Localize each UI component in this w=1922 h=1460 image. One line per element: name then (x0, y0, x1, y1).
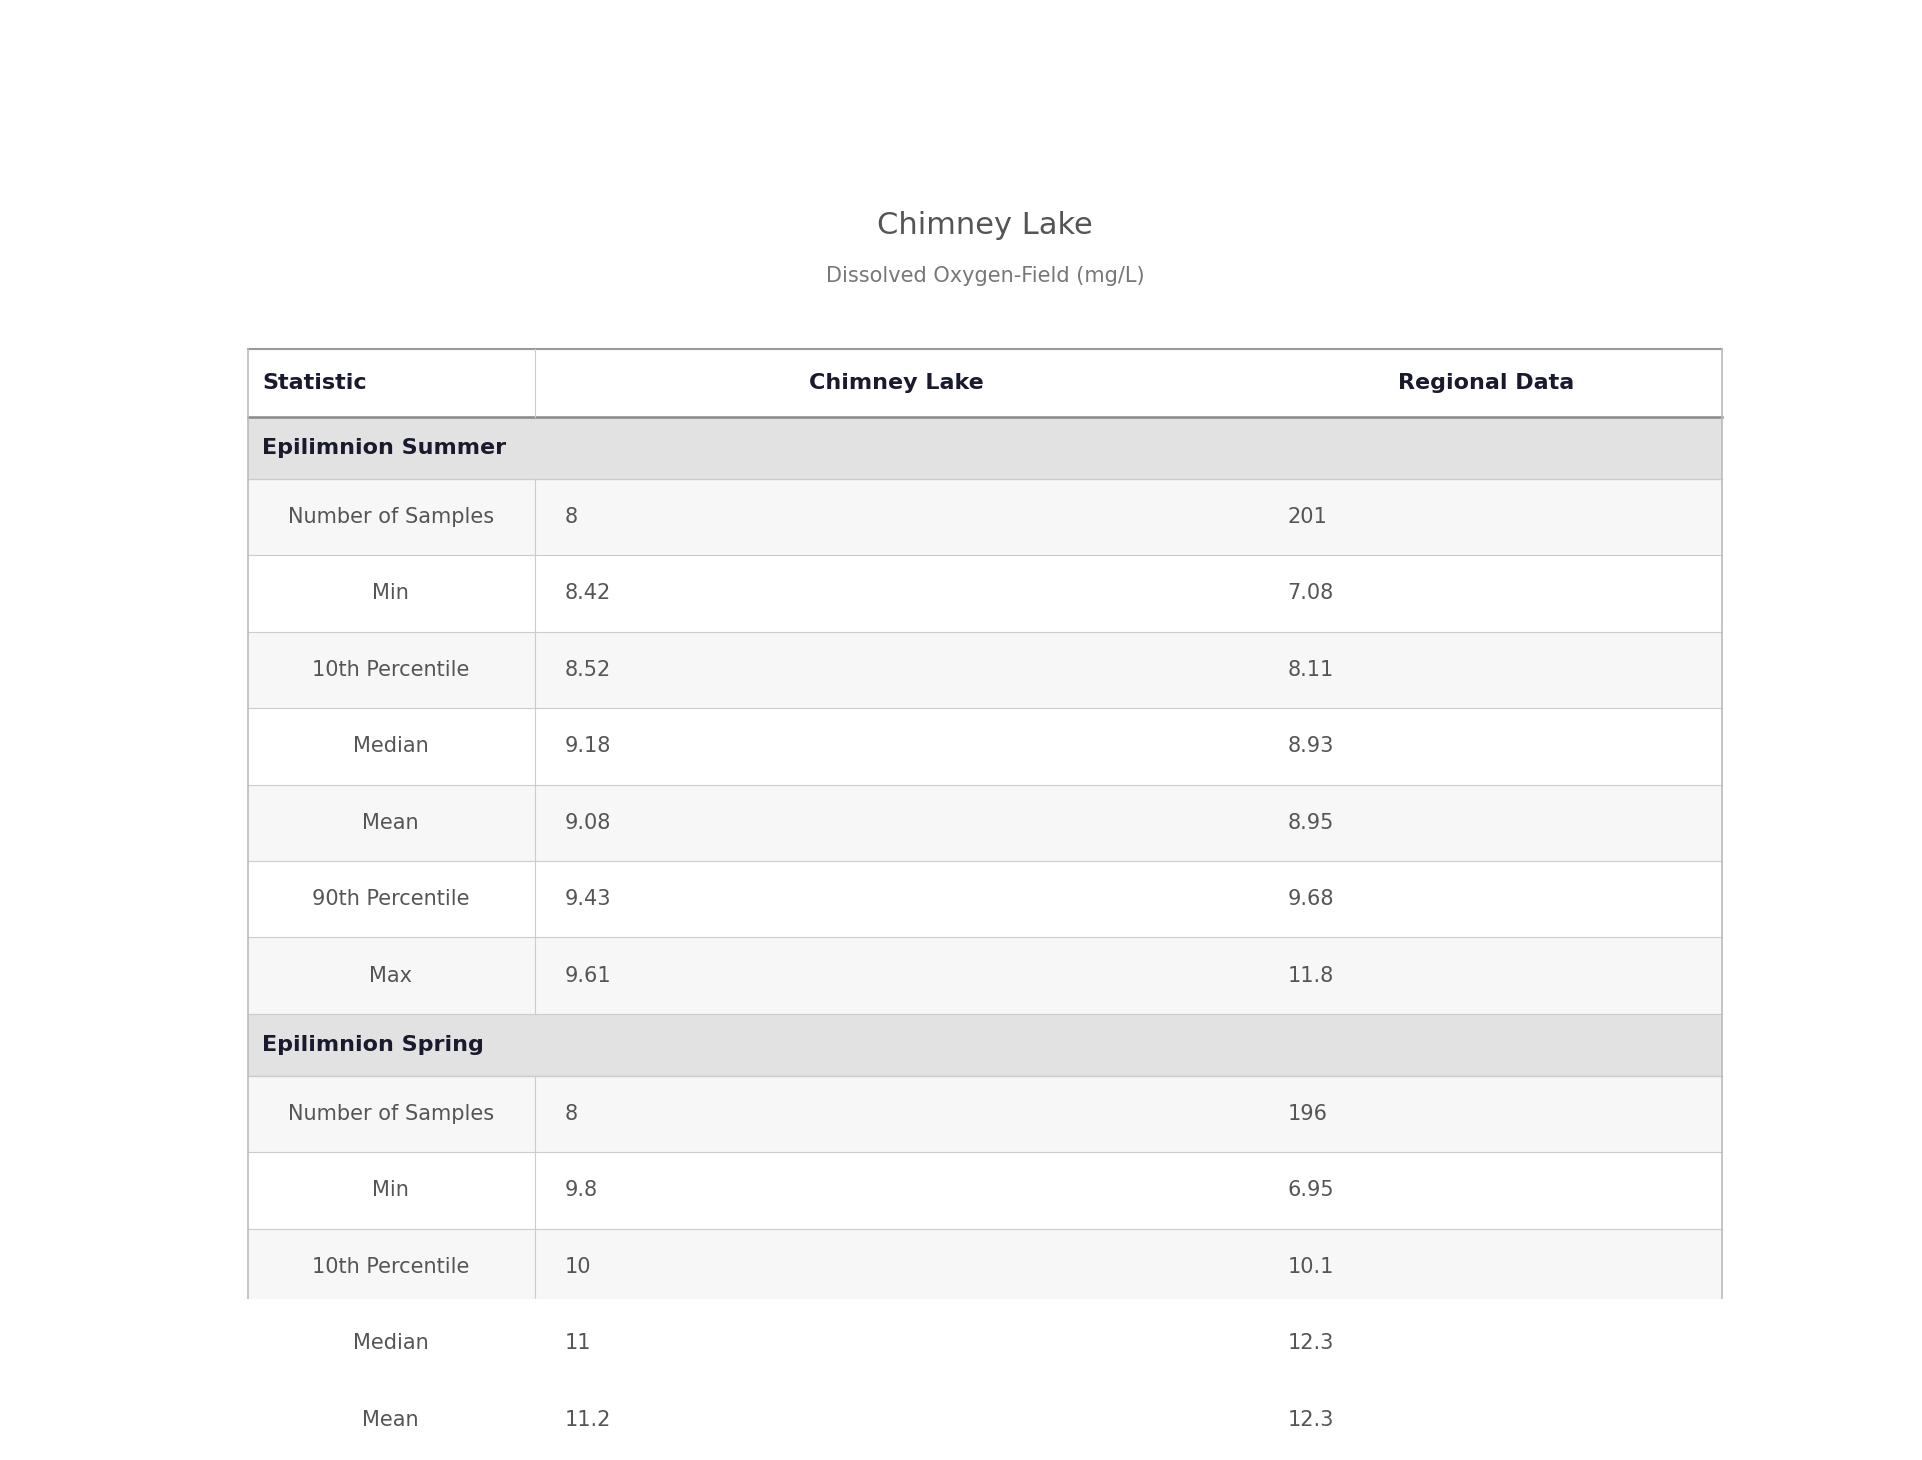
Bar (248, 1076, 1722, 1152)
Text: Chimney Lake: Chimney Lake (876, 212, 1094, 241)
Text: 9.43: 9.43 (565, 889, 611, 910)
Bar (248, 418, 1722, 479)
Bar (248, 937, 1722, 1013)
Text: 12.3: 12.3 (1288, 1333, 1334, 1353)
Text: Epilimnion Summer: Epilimnion Summer (263, 438, 507, 458)
Text: Median: Median (354, 736, 429, 756)
Text: 8.52: 8.52 (565, 660, 611, 680)
Bar (248, 708, 1722, 784)
Text: 10th Percentile: 10th Percentile (311, 1257, 469, 1278)
Text: 9.68: 9.68 (1288, 889, 1334, 910)
Text: Mean: Mean (363, 813, 419, 832)
Text: 11.8: 11.8 (1288, 965, 1334, 986)
Text: 90th Percentile: 90th Percentile (311, 889, 469, 910)
Bar (248, 632, 1722, 708)
Text: Statistic: Statistic (263, 374, 367, 393)
Text: Mean: Mean (363, 1410, 419, 1429)
Text: Dissolved Oxygen-Field (mg/L): Dissolved Oxygen-Field (mg/L) (826, 266, 1144, 286)
Text: 9.61: 9.61 (565, 965, 611, 986)
Text: 7.08: 7.08 (1288, 584, 1334, 603)
Bar (248, 1152, 1722, 1228)
Text: 10th Percentile: 10th Percentile (311, 660, 469, 680)
Text: 6.95: 6.95 (1288, 1180, 1334, 1200)
Text: 9.8: 9.8 (565, 1180, 598, 1200)
Text: 11: 11 (565, 1333, 592, 1353)
Text: Number of Samples: Number of Samples (288, 1104, 494, 1124)
Text: 9.18: 9.18 (565, 736, 611, 756)
Text: Chimney Lake: Chimney Lake (809, 374, 984, 393)
Text: Min: Min (373, 1180, 409, 1200)
Bar (248, 1459, 1722, 1460)
Text: 8.93: 8.93 (1288, 736, 1334, 756)
Bar (248, 861, 1722, 937)
Text: Number of Samples: Number of Samples (288, 507, 494, 527)
Text: 12.3: 12.3 (1288, 1410, 1334, 1429)
Text: 10: 10 (565, 1257, 592, 1278)
Text: 8: 8 (565, 507, 579, 527)
Text: 201: 201 (1288, 507, 1326, 527)
Text: 196: 196 (1288, 1104, 1328, 1124)
Text: Median: Median (354, 1333, 429, 1353)
Text: Max: Max (369, 965, 411, 986)
Bar (248, 1305, 1722, 1381)
Bar (248, 1381, 1722, 1459)
Bar (248, 349, 1722, 418)
Text: 10.1: 10.1 (1288, 1257, 1334, 1278)
Text: Min: Min (373, 584, 409, 603)
Bar (248, 555, 1722, 632)
Bar (248, 784, 1722, 861)
Text: Regional Data: Regional Data (1399, 374, 1574, 393)
Text: 8.11: 8.11 (1288, 660, 1334, 680)
Bar (248, 1228, 1722, 1305)
Bar (248, 1013, 1722, 1076)
Text: 9.08: 9.08 (565, 813, 611, 832)
Text: 8.42: 8.42 (565, 584, 611, 603)
Bar (248, 479, 1722, 555)
Text: 11.2: 11.2 (565, 1410, 611, 1429)
Text: Epilimnion Spring: Epilimnion Spring (263, 1035, 484, 1054)
Text: 8: 8 (565, 1104, 579, 1124)
Text: 8.95: 8.95 (1288, 813, 1334, 832)
